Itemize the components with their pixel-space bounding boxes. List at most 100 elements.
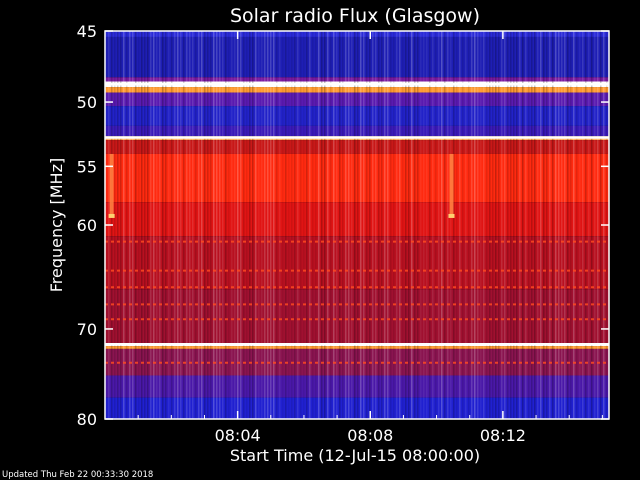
noise-streak	[507, 31, 509, 419]
noise-streak	[483, 31, 485, 419]
noise-streak	[159, 31, 161, 419]
noise-streak	[498, 31, 500, 419]
noise-streak	[255, 31, 257, 419]
noise-streak	[219, 31, 221, 419]
noise-streak	[519, 31, 521, 419]
noise-streak	[567, 31, 569, 419]
freq-band-17	[105, 375, 609, 398]
noise-streak	[597, 31, 599, 419]
freq-band-0	[105, 31, 609, 37]
noise-streak	[144, 31, 146, 419]
noise-streak	[576, 31, 578, 419]
noise-streak	[189, 31, 191, 419]
noise-streak	[426, 31, 428, 419]
noise-streak	[393, 31, 395, 419]
noise-streak	[564, 31, 566, 419]
y-tick-label-55: 55	[77, 157, 97, 176]
noise-streak	[294, 31, 296, 419]
freq-band-5	[105, 92, 609, 107]
noise-streak	[336, 31, 338, 419]
noise-streak	[120, 31, 122, 419]
noise-streak	[252, 31, 254, 419]
y-tick-label-50: 50	[77, 93, 97, 112]
burst-feature-1	[449, 153, 454, 216]
noise-streak	[300, 31, 302, 419]
axes: 45 50 55 60 70 80 08:04 08:08 08:12	[77, 22, 609, 445]
noise-streak	[594, 31, 596, 419]
y-tick-label-60: 60	[77, 216, 97, 235]
noise-streak	[318, 31, 320, 419]
noise-streak	[306, 31, 308, 419]
noise-streak	[141, 31, 143, 419]
noise-streak	[342, 31, 344, 419]
noise-streak	[441, 31, 443, 419]
noise-streak	[489, 31, 491, 419]
noise-streak	[375, 31, 377, 419]
noise-streak	[429, 31, 431, 419]
updated-timestamp: Updated Thu Feb 22 00:33:30 2018	[2, 470, 153, 480]
noise-streak	[339, 31, 341, 419]
noise-streak	[345, 31, 347, 419]
noise-streak	[321, 31, 323, 419]
noise-streak	[201, 31, 203, 419]
noise-streak	[501, 31, 503, 419]
noise-streak	[291, 31, 293, 419]
noise-streak	[492, 31, 494, 419]
freq-band-13	[105, 289, 609, 344]
noise-streak	[546, 31, 548, 419]
noise-streak	[579, 31, 581, 419]
noise-streak	[162, 31, 164, 419]
noise-streak	[357, 31, 359, 419]
noise-streak	[114, 31, 116, 419]
noise-streak	[231, 31, 233, 419]
y-tick-label-80: 80	[77, 410, 97, 429]
noise-streak	[399, 31, 401, 419]
freq-band-7	[105, 125, 609, 137]
noise-streak	[408, 31, 410, 419]
noise-streak	[261, 31, 263, 419]
noise-streak	[363, 31, 365, 419]
noise-streak	[177, 31, 179, 419]
noise-streak	[312, 31, 314, 419]
noise-streak	[234, 31, 236, 419]
noise-streak	[246, 31, 248, 419]
noise-streak	[207, 31, 209, 419]
noise-streak	[243, 31, 245, 419]
noise-streak	[129, 31, 131, 419]
chart-title: Solar radio Flux (Glasgow)	[230, 5, 480, 27]
noise-streak	[405, 31, 407, 419]
noise-streak	[573, 31, 575, 419]
noise-streak	[360, 31, 362, 419]
noise-streak	[330, 31, 332, 419]
noise-streak	[477, 31, 479, 419]
noise-streak	[537, 31, 539, 419]
noise-streak	[348, 31, 350, 419]
noise-streak	[126, 31, 128, 419]
noise-streak	[273, 31, 275, 419]
noise-streak	[213, 31, 215, 419]
noise-streak	[210, 31, 212, 419]
noise-streak	[192, 31, 194, 419]
noise-streak	[528, 31, 530, 419]
noise-streak	[369, 31, 371, 419]
noise-streak	[228, 31, 230, 419]
y-axis-label: Frequency [MHz]	[47, 158, 66, 292]
noise-streak	[153, 31, 155, 419]
noise-streak	[510, 31, 512, 419]
noise-streak	[414, 31, 416, 419]
freq-band-18	[105, 397, 609, 419]
noise-streak	[522, 31, 524, 419]
noise-streak	[555, 31, 557, 419]
noise-streak	[513, 31, 515, 419]
noise-streak	[549, 31, 551, 419]
y-tick-label-45: 45	[77, 22, 97, 41]
noise-streak	[288, 31, 290, 419]
noise-streak	[435, 31, 437, 419]
freq-band-11	[105, 202, 609, 237]
noise-streak	[204, 31, 206, 419]
noise-streak	[411, 31, 413, 419]
noise-streak	[462, 31, 464, 419]
noise-streak	[270, 31, 272, 419]
noise-streak	[372, 31, 374, 419]
x-tick-label-08:04: 08:04	[215, 426, 261, 445]
